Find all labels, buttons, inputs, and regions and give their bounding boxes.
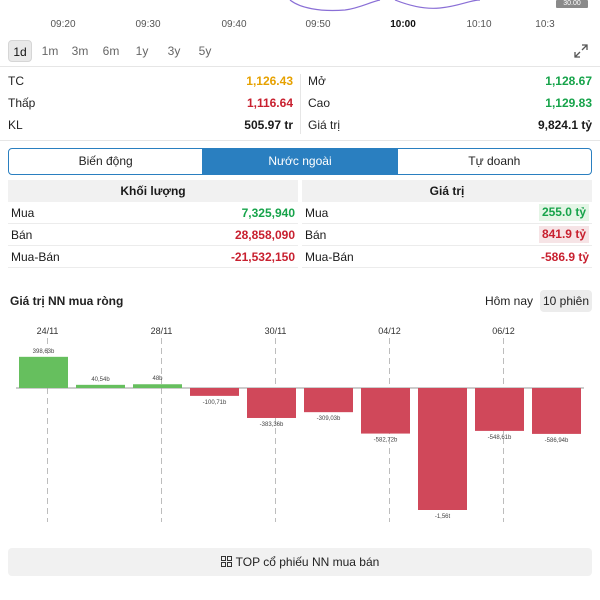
stat-row: Thấp 1,116.64 [8,92,293,114]
stat-label: Cao [308,96,331,110]
net-buy-bar [76,384,125,388]
range-3m-button[interactable]: 3m [71,44,89,58]
stat-value: 1,116.64 [246,96,293,110]
table-row: Mua-Bán -21,532,150 [8,246,298,268]
net-buy-bar [304,388,353,413]
table-row: Mua 7,325,940 [8,202,298,224]
table-row: Mua 255.0 tỷ [302,202,592,224]
time-axis-label: 10:00 [390,19,416,30]
range-1m-button[interactable]: 1m [41,44,59,58]
price-stats: TC 1,126.43 Thấp 1,116.64 KL 505.97 tr Mở 1,12… [0,70,600,136]
row-value: 28,858,090 [234,228,295,242]
time-axis-label: 09:30 [135,19,161,30]
net-section-title: Giá trị NN mua ròng [10,294,124,308]
bar-value-label: -309,03b [317,416,341,422]
range-3y-button[interactable]: 3y [167,44,181,58]
range-1d-button[interactable]: 1d [8,40,32,62]
intraday-chart: 09:20 09:30 09:40 09:50 10:00 10:10 10:3 30.00 [0,0,600,34]
row-value: 255.0 tỷ [538,204,589,221]
bar-value-label: -548,61b [488,435,512,441]
row-value: -21,532,150 [230,250,295,264]
x-tick-label: 04/12 [378,326,401,336]
net-buy-bar [190,388,239,396]
top-foreign-stocks-label: TOP cổ phiếu NN mua bán [235,555,380,569]
period-10-sessions-button[interactable]: 10 phiên [540,290,592,312]
stat-value: 9,824.1 tỷ [537,118,592,132]
stat-row: Cao 1,129.83 [308,92,592,114]
intraday-line [289,0,481,12]
range-6m-button[interactable]: 6m [102,44,120,58]
divider [0,140,600,141]
stat-row: KL 505.97 tr [8,114,293,136]
row-label: Mua [305,206,329,220]
table-row: Bán 28,858,090 [8,224,298,246]
range-5y-button[interactable]: 5y [198,44,212,58]
time-axis-label: 10:10 [466,19,492,30]
x-tick-label: 30/11 [265,326,287,336]
bar-value-label: 398,63b [33,349,55,355]
stat-value: 1,128.67 [545,74,592,88]
row-label: Mua [11,206,35,220]
stat-row: Mở 1,128.67 [308,70,592,92]
volume-table: Khối lượng Mua 7,325,940 Bán 28,858,090 Mua-… [8,180,298,268]
stat-value: 1,129.83 [545,96,592,110]
value-table-header: Giá trị [302,180,592,202]
grid-icon [220,556,232,568]
divider [0,66,600,67]
row-value: 7,325,940 [241,206,295,220]
bar-value-label: -1,56t [435,514,451,520]
value-table: Giá trị Mua 255.0 tỷ Bán 841.9 tỷ Mua-Bán -58… [302,180,592,268]
stat-label: Giá trị [308,118,341,132]
net-buy-bar [475,388,524,431]
bar-value-label: -586,94b [545,438,569,444]
bar-value-label: -582,72b [374,438,398,444]
stat-label: TC [8,74,24,88]
time-axis-label: 10:3 [535,19,555,30]
net-buy-bar [361,388,410,434]
stat-row: TC 1,126.43 [8,70,293,92]
stat-row: Giá trị 9,824.1 tỷ [308,114,592,136]
price-tag: 30.00 [556,0,588,8]
tab-tu-doanh[interactable]: Tự doanh [468,154,521,168]
bar-value-label: -100,71b [203,400,227,406]
bar-value-label: 40,54b [91,377,110,383]
range-1y-button[interactable]: 1y [135,44,149,58]
net-buy-bar [418,388,467,510]
x-tick-label: 24/11 [37,326,59,336]
table-row: Mua-Bán -586.9 tỷ [302,246,592,268]
stat-label: KL [8,118,23,132]
row-value: 841.9 tỷ [538,226,589,243]
bar-value-label: 48b [152,376,163,382]
bar-value-label: -383,36b [260,422,284,428]
net-buy-chart: 24/11 28/11 30/11 04/12 06/12 398,63b 40,54b 48… [16,326,584,522]
tab-nuoc-ngoai[interactable]: Nước ngoài [203,149,398,174]
time-axis-label: 09:50 [305,19,331,30]
row-label: Bán [305,228,327,242]
row-label: Bán [11,228,33,242]
stat-value: 505.97 tr [244,118,293,132]
stats-separator [300,74,301,134]
net-buy-bar [133,384,182,388]
stat-label: Thấp [8,96,36,110]
period-today-button[interactable]: Hôm nay [484,294,534,308]
time-axis-label: 09:20 [50,19,76,30]
expand-icon[interactable] [574,44,588,58]
net-buy-bar [532,388,581,434]
table-row: Bán 841.9 tỷ [302,224,592,246]
net-buy-bar [19,356,68,388]
time-axis-label: 09:40 [221,19,247,30]
row-label: Mua-Bán [305,250,354,264]
net-buy-bar [247,388,296,418]
trading-tabs: Biến động Nước ngoài Tự doanh [8,148,592,175]
top-foreign-stocks-button[interactable]: TOP cổ phiếu NN mua bán [8,548,592,576]
range-selector: 1d 1m 3m 6m 1y 3y 5y [0,40,600,64]
x-tick-label: 28/11 [151,326,173,336]
stat-label: Mở [308,74,326,88]
x-tick-label: 06/12 [492,326,515,336]
tab-bien-dong[interactable]: Biến động [9,149,204,174]
row-label: Mua-Bán [11,250,60,264]
volume-table-header: Khối lượng [8,180,298,202]
row-value: -586.9 tỷ [540,250,589,264]
stat-value: 1,126.43 [246,74,293,88]
